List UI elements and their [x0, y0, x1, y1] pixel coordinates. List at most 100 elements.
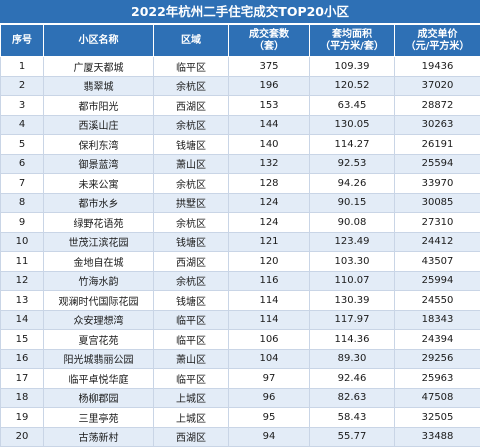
- deals-cell: 116: [229, 271, 310, 291]
- rank-cell: 1: [1, 57, 44, 77]
- deals-cell: 132: [229, 154, 310, 174]
- deals-cell: 121: [229, 232, 310, 252]
- district-cell: 钱塘区: [154, 135, 229, 155]
- avg-area-cell: 114.36: [310, 330, 395, 350]
- header-district-label: 区域: [181, 35, 201, 46]
- rank-cell: 5: [1, 135, 44, 155]
- unit-price-cell: 24412: [395, 232, 480, 252]
- community-cell: 观澜时代国际花园: [44, 291, 154, 311]
- unit-price-cell: 25594: [395, 154, 480, 174]
- unit-price-cell: 30263: [395, 115, 480, 135]
- community-cell: 古荡新村: [44, 427, 154, 447]
- community-cell: 三里亭苑: [44, 408, 154, 428]
- avg-area-cell: 109.39: [310, 57, 395, 77]
- deals-cell: 128: [229, 174, 310, 194]
- avg-area-cell: 120.52: [310, 76, 395, 96]
- district-cell: 西湖区: [154, 252, 229, 272]
- district-cell: 余杭区: [154, 115, 229, 135]
- district-cell: 钱塘区: [154, 232, 229, 252]
- deals-cell: 104: [229, 349, 310, 369]
- unit-price-cell: 30085: [395, 193, 480, 213]
- unit-price-cell: 43507: [395, 252, 480, 272]
- district-cell: 上城区: [154, 388, 229, 408]
- community-cell: 竹海水韵: [44, 271, 154, 291]
- unit-price-cell: 37020: [395, 76, 480, 96]
- rank-cell: 8: [1, 193, 44, 213]
- rank-cell: 7: [1, 174, 44, 194]
- avg-area-cell: 90.15: [310, 193, 395, 213]
- header-row: 序号 小区名称 区域 成交套数 （套） 套均面积 （平方米/套） 成交单价: [1, 25, 480, 57]
- deals-cell: 144: [229, 115, 310, 135]
- district-cell: 西湖区: [154, 96, 229, 116]
- avg-area-cell: 103.30: [310, 252, 395, 272]
- community-cell: 未来公寓: [44, 174, 154, 194]
- district-cell: 萧山区: [154, 349, 229, 369]
- rank-cell: 10: [1, 232, 44, 252]
- avg-area-cell: 117.97: [310, 310, 395, 330]
- avg-area-cell: 58.43: [310, 408, 395, 428]
- community-cell: 广厦天都城: [44, 57, 154, 77]
- header-rank: 序号: [1, 25, 44, 57]
- unit-price-cell: 19436: [395, 57, 480, 77]
- rank-cell: 4: [1, 115, 44, 135]
- deals-cell: 140: [229, 135, 310, 155]
- avg-area-cell: 94.26: [310, 174, 395, 194]
- avg-area-cell: 130.39: [310, 291, 395, 311]
- avg-area-cell: 123.49: [310, 232, 395, 252]
- deals-cell: 114: [229, 291, 310, 311]
- community-cell: 翡翠城: [44, 76, 154, 96]
- avg-area-cell: 110.07: [310, 271, 395, 291]
- unit-price-cell: 28872: [395, 96, 480, 116]
- avg-area-cell: 63.45: [310, 96, 395, 116]
- deals-cell: 114: [229, 310, 310, 330]
- deals-cell: 96: [229, 388, 310, 408]
- unit-price-cell: 27310: [395, 213, 480, 233]
- unit-price-cell: 24550: [395, 291, 480, 311]
- community-cell: 夏宫花苑: [44, 330, 154, 350]
- rank-cell: 9: [1, 213, 44, 233]
- district-cell: 临平区: [154, 330, 229, 350]
- unit-price-cell: 24394: [395, 330, 480, 350]
- rank-cell: 6: [1, 154, 44, 174]
- rank-cell: 12: [1, 271, 44, 291]
- district-cell: 余杭区: [154, 213, 229, 233]
- community-cell: 西溪山庄: [44, 115, 154, 135]
- community-cell: 杨柳郡园: [44, 388, 154, 408]
- rank-cell: 16: [1, 349, 44, 369]
- unit-price-cell: 25994: [395, 271, 480, 291]
- rank-cell: 13: [1, 291, 44, 311]
- district-cell: 上城区: [154, 408, 229, 428]
- community-cell: 世茂江滨花园: [44, 232, 154, 252]
- header-unit-price-label: 成交单价: [418, 29, 458, 40]
- district-cell: 余杭区: [154, 271, 229, 291]
- district-cell: 拱墅区: [154, 193, 229, 213]
- header-deals: 成交套数 （套）: [229, 25, 310, 57]
- community-cell: 绿野花语苑: [44, 213, 154, 233]
- deals-cell: 94: [229, 427, 310, 447]
- community-cell: 临平卓悦华庭: [44, 369, 154, 389]
- rank-cell: 3: [1, 96, 44, 116]
- deals-cell: 196: [229, 76, 310, 96]
- avg-area-cell: 82.63: [310, 388, 395, 408]
- deals-cell: 124: [229, 193, 310, 213]
- rank-cell: 15: [1, 330, 44, 350]
- community-cell: 阳光城翡丽公园: [44, 349, 154, 369]
- unit-price-cell: 25963: [395, 369, 480, 389]
- avg-area-cell: 89.30: [310, 349, 395, 369]
- community-cell: 保利东湾: [44, 135, 154, 155]
- district-cell: 余杭区: [154, 174, 229, 194]
- deals-cell: 106: [229, 330, 310, 350]
- avg-area-cell: 130.05: [310, 115, 395, 135]
- avg-area-cell: 92.46: [310, 369, 395, 389]
- community-cell: 都市水乡: [44, 193, 154, 213]
